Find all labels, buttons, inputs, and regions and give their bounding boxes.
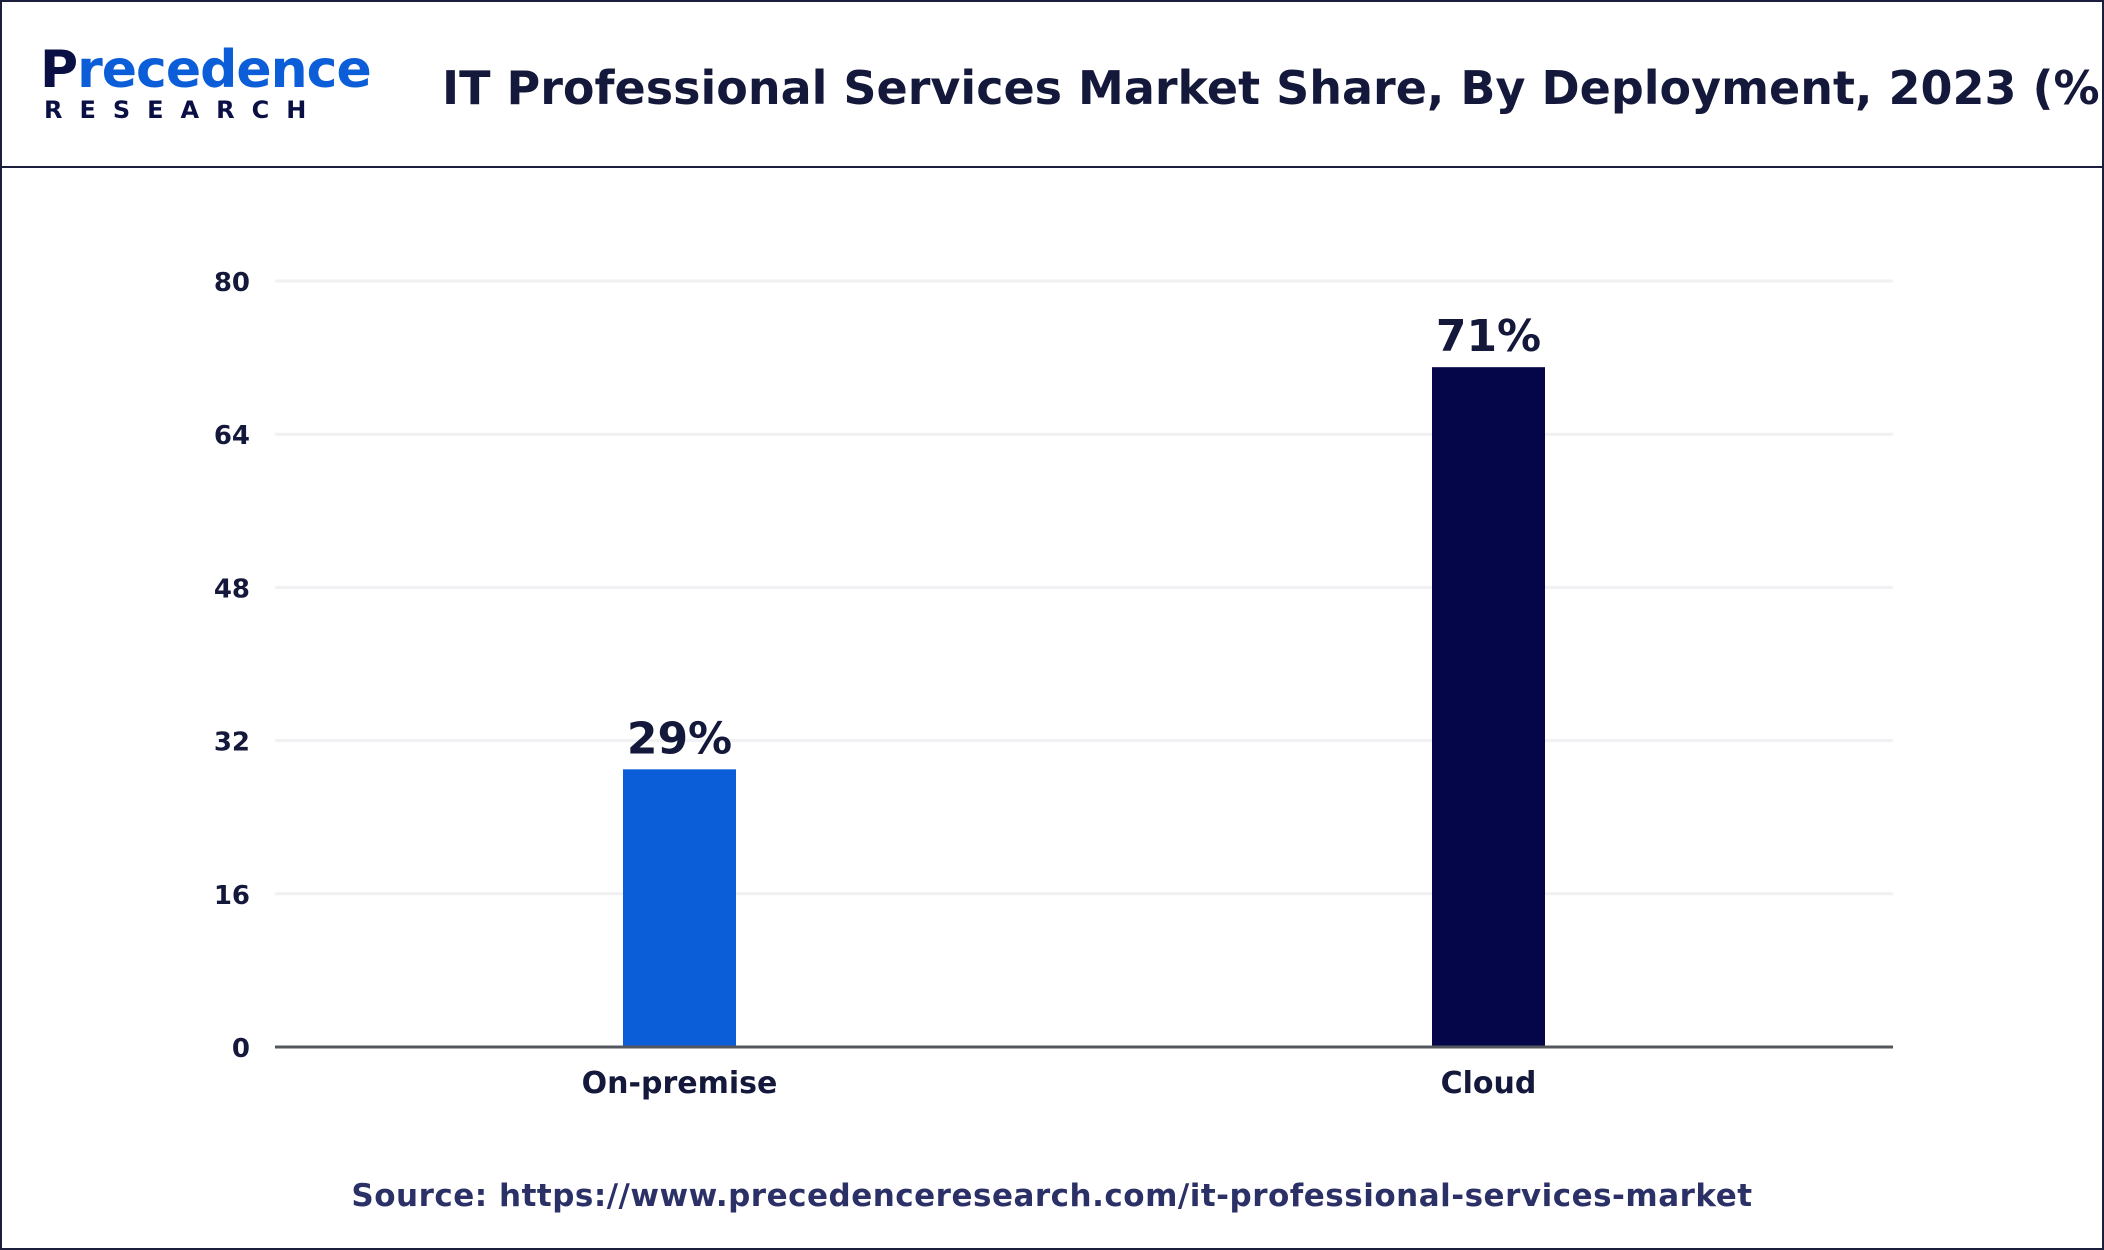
source-note: Source: https://www.precedenceresearch.c… <box>351 1178 1753 1214</box>
gridlines <box>275 279 1893 896</box>
y-tick-label: 64 <box>214 421 250 451</box>
bar-chart: 0 16 32 48 64 80 29% 71% On-premise Cloud <box>214 268 1893 1101</box>
logo-wordmark: recedence <box>77 40 372 100</box>
y-tick-label: 32 <box>214 728 250 758</box>
chart-title: IT Professional Services Market Share, B… <box>442 61 2104 115</box>
x-tick-label: Cloud <box>1441 1066 1537 1101</box>
y-tick-label: 80 <box>214 268 250 298</box>
y-axis-ticks: 0 16 32 48 64 80 <box>214 268 250 1064</box>
y-tick-label: 16 <box>214 881 250 911</box>
bars <box>623 367 1545 1047</box>
data-labels: 29% 71% <box>627 311 1541 764</box>
bar-on-premise <box>623 769 736 1047</box>
brand-logo: Precedence RESEARCH <box>40 40 372 130</box>
logo-initial: P <box>40 40 78 100</box>
bar-cloud <box>1432 367 1545 1047</box>
y-tick-label: 0 <box>232 1034 250 1064</box>
data-label: 29% <box>627 713 732 764</box>
y-tick-label: 48 <box>214 574 250 604</box>
x-tick-label: On-premise <box>582 1066 778 1101</box>
header-bar: Precedence RESEARCH IT Professional Serv… <box>2 2 2104 168</box>
data-label: 71% <box>1436 311 1541 362</box>
logo-tagline: RESEARCH <box>44 96 324 124</box>
x-axis-ticks: On-premise Cloud <box>582 1066 1537 1101</box>
